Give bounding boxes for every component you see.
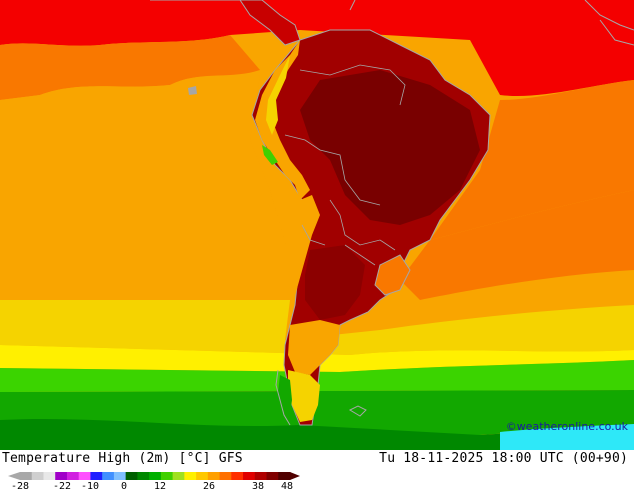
- ocean-band-warm-east: [400, 190, 634, 300]
- map-footer: Temperature High (2m) [°C] GFS Tu 18-11-…: [0, 420, 634, 490]
- legend-swatch: [266, 472, 279, 480]
- ocean-band-hot: [0, 0, 634, 97]
- legend-arrow-high: [290, 472, 300, 480]
- legend-swatch: [149, 472, 162, 480]
- legend-swatch: [78, 472, 91, 480]
- legend-swatch: [278, 472, 291, 480]
- legend-arrow-low: [8, 472, 20, 480]
- falkland-islands: [348, 405, 367, 417]
- antarctic-water: [500, 424, 634, 450]
- legend-tick-label: 48: [281, 481, 293, 490]
- legend-swatch: [243, 472, 256, 480]
- legend-swatch: [219, 472, 232, 480]
- chile-islands: [275, 369, 291, 426]
- argentina-hot-zone: [305, 245, 365, 320]
- central-america-land: [150, 0, 301, 46]
- brazil-hot-core: [300, 70, 480, 225]
- temperature-map: [0, 0, 634, 450]
- legend-swatch: [113, 472, 127, 480]
- legend-swatch: [207, 472, 221, 480]
- legend-swatch: [20, 472, 33, 480]
- legend-swatch: [125, 472, 138, 480]
- credit-link[interactable]: ©weatheronline.co.uk: [505, 420, 628, 433]
- legend-tick-label: 38: [252, 481, 264, 490]
- legend-tick-label: -28: [11, 481, 29, 490]
- legend-swatch: [184, 472, 197, 480]
- ocean-band-dark-green: [0, 418, 634, 450]
- map-title: Temperature High (2m) [°C] GFS: [2, 451, 243, 466]
- legend-swatch: [196, 472, 209, 480]
- legend-swatch: [102, 472, 115, 480]
- valid-time: Tu 18-11-2025 18:00 UTC (00+90): [379, 451, 628, 466]
- caribbean-islands: [349, 0, 634, 46]
- ocean-band-warm: [0, 35, 634, 240]
- legend-swatch: [137, 472, 150, 480]
- country-borders: [284, 64, 406, 266]
- legend-swatch: [231, 472, 244, 480]
- ocean-band-mild-west: [0, 75, 290, 300]
- legend-swatch: [254, 472, 268, 480]
- uruguay-region: [374, 254, 411, 296]
- legend-swatch: [90, 472, 103, 480]
- legend-tick-label: 12: [154, 481, 166, 490]
- legend-swatch: [43, 472, 56, 480]
- legend-tick-label: -22: [53, 481, 71, 490]
- legend-swatch: [172, 472, 185, 480]
- legend-swatch: [55, 472, 68, 480]
- patagonia-cool: [288, 370, 320, 422]
- andes-south-band: [292, 195, 320, 300]
- legend-swatch: [66, 472, 80, 480]
- ocean-island-marker: [188, 86, 197, 95]
- andes-yellow: [266, 55, 290, 135]
- andes-green-patch: [262, 145, 278, 165]
- patagonia-warm: [288, 320, 340, 375]
- legend-swatch: [160, 472, 174, 480]
- ocean-band-cool: [0, 300, 634, 355]
- color-legend: -28 -22 -10 0 12 26 38 48: [8, 472, 300, 490]
- legend-tick-label: 0: [121, 481, 127, 490]
- legend-tick-label: -10: [81, 481, 99, 490]
- legend-swatch: [31, 472, 44, 480]
- legend-tick-label: 26: [203, 481, 215, 490]
